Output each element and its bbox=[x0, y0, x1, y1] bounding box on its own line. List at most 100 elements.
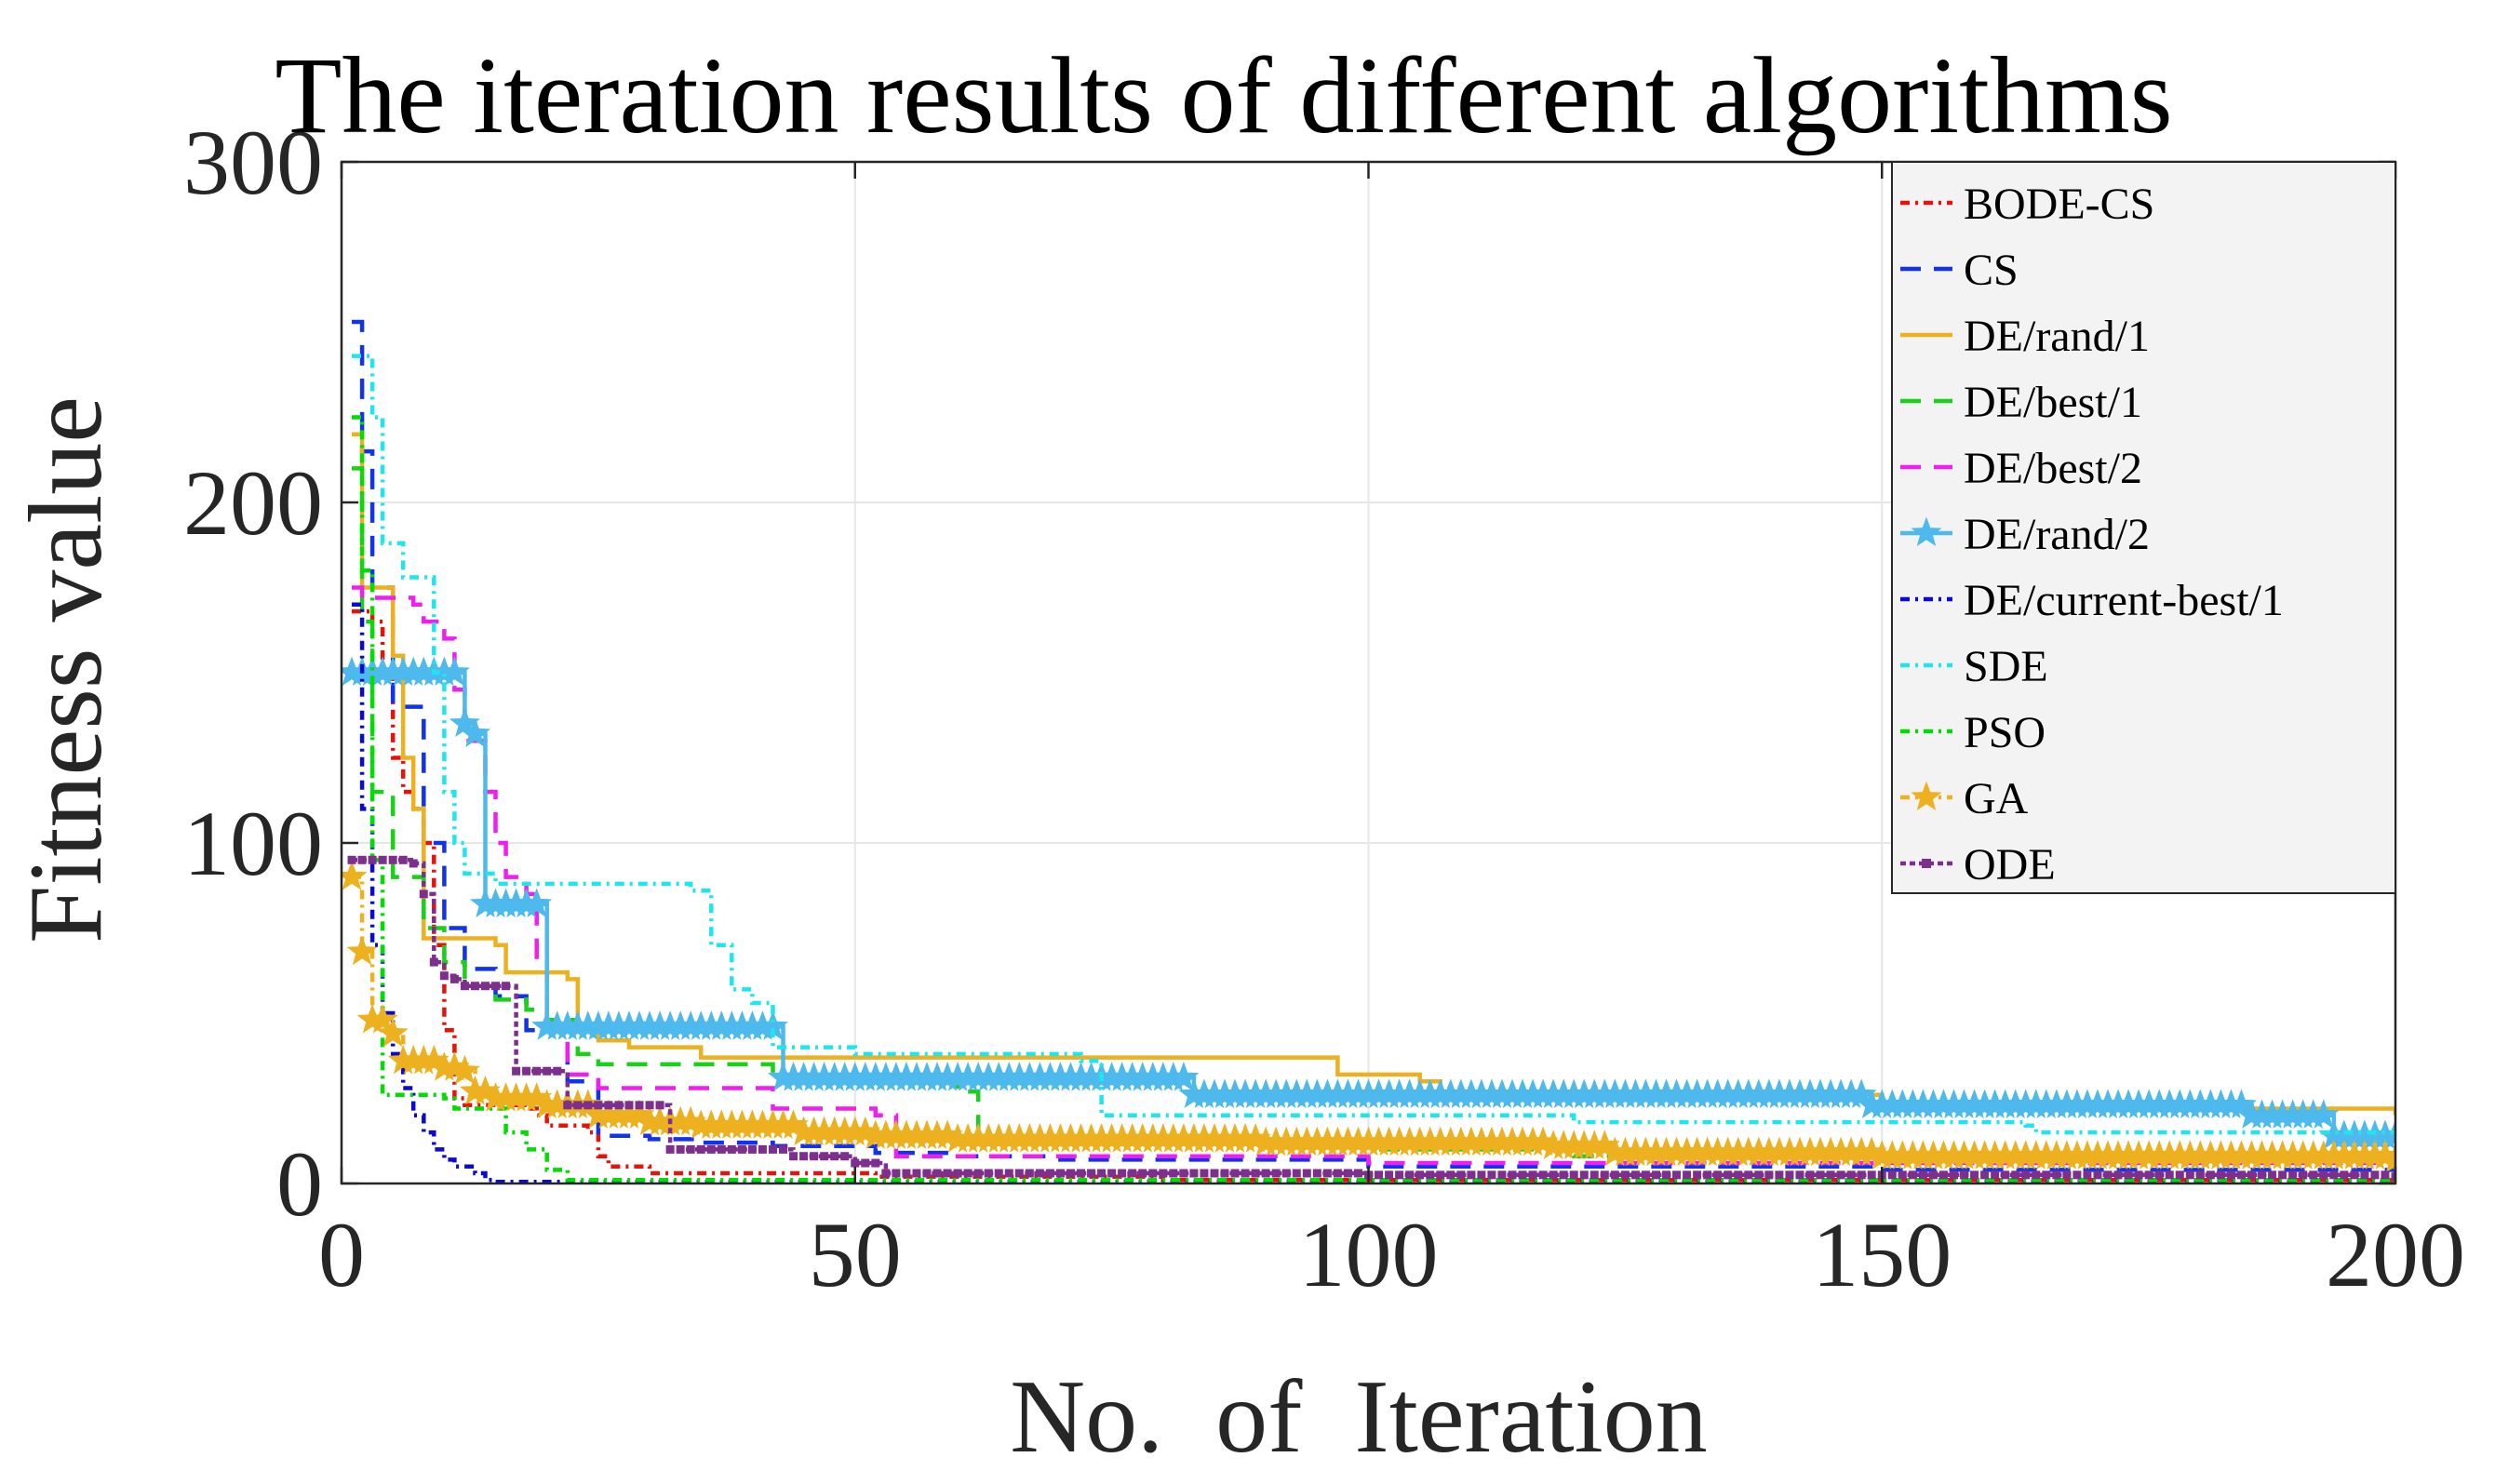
series-marker-ode bbox=[604, 1101, 613, 1110]
series-marker-ode bbox=[2175, 1170, 2184, 1180]
x-tick-label: 100 bbox=[1299, 1203, 1439, 1306]
series-marker-ode bbox=[1579, 1170, 1589, 1180]
series-marker-ode bbox=[1724, 1170, 1733, 1180]
series-marker-ode bbox=[1097, 1169, 1107, 1178]
legend-label-de-current-best-1: DE/current-best/1 bbox=[1964, 576, 2284, 625]
series-marker-de-rand-2 bbox=[459, 717, 491, 747]
series-marker-ode bbox=[1980, 1170, 1990, 1180]
series-marker-ode bbox=[449, 974, 459, 983]
series-marker-ode bbox=[1816, 1170, 1825, 1180]
series-marker-ode bbox=[1693, 1170, 1702, 1180]
series-marker-ode bbox=[1497, 1170, 1507, 1180]
series-marker-ode bbox=[1107, 1169, 1117, 1178]
series-marker-ode bbox=[799, 1152, 809, 1161]
series-marker-ode bbox=[686, 1144, 695, 1154]
series-marker-ode bbox=[2134, 1170, 2143, 1180]
series-marker-ode bbox=[1343, 1169, 1352, 1178]
series-marker-ode bbox=[1559, 1170, 1568, 1180]
series-marker-ode bbox=[830, 1152, 839, 1161]
series-marker-ode bbox=[2381, 1170, 2390, 1180]
series-marker-ode bbox=[2206, 1170, 2215, 1180]
legend-marker-de-rand-2 bbox=[1911, 516, 1942, 547]
series-marker-ode bbox=[1662, 1170, 1671, 1180]
series-marker-ode bbox=[922, 1169, 932, 1178]
series-marker-ode bbox=[2144, 1170, 2153, 1180]
series-marker-ode bbox=[1887, 1170, 1897, 1180]
series-marker-ode bbox=[1610, 1170, 1619, 1180]
series-marker-ode bbox=[1590, 1170, 1599, 1180]
series-marker-ode bbox=[2226, 1170, 2235, 1180]
series-marker-ode bbox=[820, 1152, 829, 1161]
series-marker-ode bbox=[2093, 1170, 2102, 1180]
series-marker-ode bbox=[1118, 1169, 1127, 1178]
series-marker-ode bbox=[2288, 1170, 2298, 1180]
series-marker-ode bbox=[2032, 1170, 2041, 1180]
legend-marker-ga bbox=[1911, 781, 1942, 811]
series-marker-ode bbox=[1055, 1169, 1065, 1178]
series-marker-ode bbox=[2216, 1170, 2225, 1180]
series-line-pso bbox=[352, 415, 2395, 1183]
series-marker-ode bbox=[655, 1101, 664, 1110]
series-marker-ode bbox=[994, 1169, 1003, 1178]
series-marker-ode bbox=[912, 1169, 921, 1178]
series-marker-ode bbox=[2258, 1170, 2267, 1180]
series-marker-ode bbox=[1867, 1170, 1876, 1180]
series-marker-ode bbox=[2247, 1170, 2257, 1180]
series-marker-ode bbox=[1918, 1170, 1927, 1180]
legend-label-de-best-1: DE/best/1 bbox=[1964, 378, 2142, 427]
series-marker-ode bbox=[932, 1169, 942, 1178]
series-marker-ode bbox=[706, 1144, 716, 1154]
series-marker-ode bbox=[1487, 1170, 1496, 1180]
series-marker-ode bbox=[840, 1152, 850, 1161]
series-marker-ode bbox=[1415, 1170, 1425, 1180]
y-tick-label: 300 bbox=[183, 111, 323, 214]
x-tick-label: 200 bbox=[2326, 1203, 2465, 1306]
ticks: 0 50 100 150 200 0 100 200 300 bbox=[183, 111, 2465, 1306]
series-marker-ode bbox=[2360, 1170, 2369, 1180]
series-marker-ode bbox=[1569, 1170, 1578, 1180]
series-marker-ode bbox=[1960, 1170, 1969, 1180]
series-marker-ode bbox=[1395, 1170, 1404, 1180]
series-marker-ode bbox=[2021, 1170, 2031, 1180]
series-marker-ga bbox=[2380, 1143, 2395, 1173]
series-marker-ode bbox=[1713, 1170, 1723, 1180]
series-marker-ode bbox=[1436, 1170, 1445, 1180]
x-tick-label: 50 bbox=[809, 1203, 902, 1306]
series-marker-ode bbox=[1795, 1170, 1804, 1180]
series-marker-ode bbox=[758, 1144, 767, 1154]
series-marker-ode bbox=[1230, 1169, 1240, 1178]
series-marker-ode bbox=[1764, 1170, 1774, 1180]
series-marker-ode bbox=[1087, 1169, 1096, 1178]
series-marker-ode bbox=[1045, 1169, 1054, 1178]
series-marker-ode bbox=[584, 1101, 593, 1110]
series-marker-ode bbox=[1189, 1169, 1199, 1178]
series-marker-ode bbox=[1683, 1170, 1692, 1180]
series-marker-ode bbox=[1292, 1169, 1301, 1178]
y-tick-label: 0 bbox=[276, 1132, 323, 1236]
series-marker-ode bbox=[1138, 1169, 1147, 1178]
series-marker-ode bbox=[1456, 1170, 1466, 1180]
series-marker-ode bbox=[973, 1169, 983, 1178]
series-marker-ode bbox=[512, 1066, 521, 1076]
series-marker-ode bbox=[727, 1144, 736, 1154]
series-marker-ode bbox=[2062, 1170, 2072, 1180]
series-marker-ode bbox=[522, 1066, 531, 1076]
series-marker-ode bbox=[1857, 1170, 1866, 1180]
series-marker-ode bbox=[768, 1144, 777, 1154]
series-marker-ode bbox=[1128, 1169, 1137, 1178]
series-marker-ode bbox=[480, 982, 490, 991]
legend-label-bode-cs: BODE-CS bbox=[1964, 180, 2154, 229]
series-line-de-current-best-1 bbox=[352, 602, 2395, 1183]
legend-label-cs: CS bbox=[1964, 246, 2019, 295]
series-marker-ode bbox=[1898, 1170, 1907, 1180]
series-marker-ode bbox=[1066, 1169, 1075, 1178]
series-marker-ode bbox=[2154, 1170, 2164, 1180]
series-marker-ode bbox=[2113, 1170, 2123, 1180]
series-marker-ode bbox=[2103, 1170, 2113, 1180]
series-marker-ode bbox=[2278, 1170, 2287, 1180]
series-marker-ode bbox=[1025, 1169, 1034, 1178]
series-marker-ode bbox=[1538, 1170, 1548, 1180]
series-marker-ode bbox=[2299, 1170, 2308, 1180]
series-marker-ode bbox=[2268, 1170, 2277, 1180]
legend: BODE-CS CS DE/rand/1 DE/best/1 DE/best/2 DE/r… bbox=[1891, 161, 2396, 894]
